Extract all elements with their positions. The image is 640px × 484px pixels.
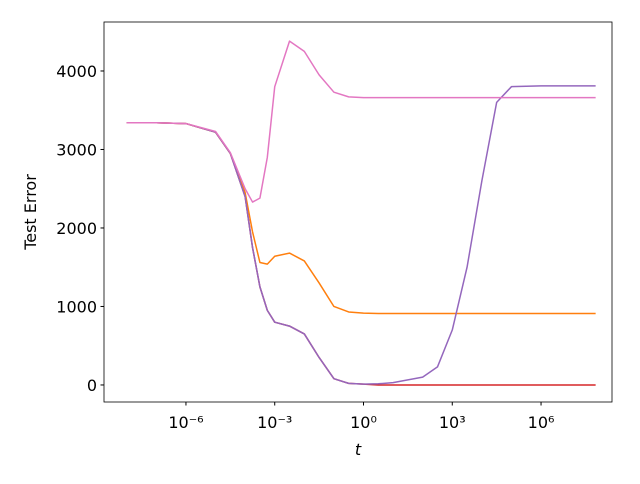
x-tick-label: 10⁰ xyxy=(350,413,377,432)
y-tick-label: 1000 xyxy=(56,297,97,316)
line xyxy=(126,122,596,315)
x-tick-label: 10⁻³ xyxy=(257,413,292,432)
y-axis-label: Test Error xyxy=(21,174,40,251)
y-tick-label: 4000 xyxy=(56,62,97,81)
y-tick-label: 0 xyxy=(87,376,97,395)
line xyxy=(126,40,596,203)
x-axis-label: t xyxy=(355,440,362,459)
plot-frame xyxy=(103,21,613,403)
line xyxy=(126,122,596,386)
y-tick-label: 2000 xyxy=(56,219,97,238)
line xyxy=(126,85,596,385)
x-tick-label: 10⁻⁶ xyxy=(168,413,203,432)
y-tick-label: 3000 xyxy=(56,140,97,159)
x-tick-label: 10³ xyxy=(439,413,466,432)
x-tick-label: 10⁶ xyxy=(528,413,555,432)
